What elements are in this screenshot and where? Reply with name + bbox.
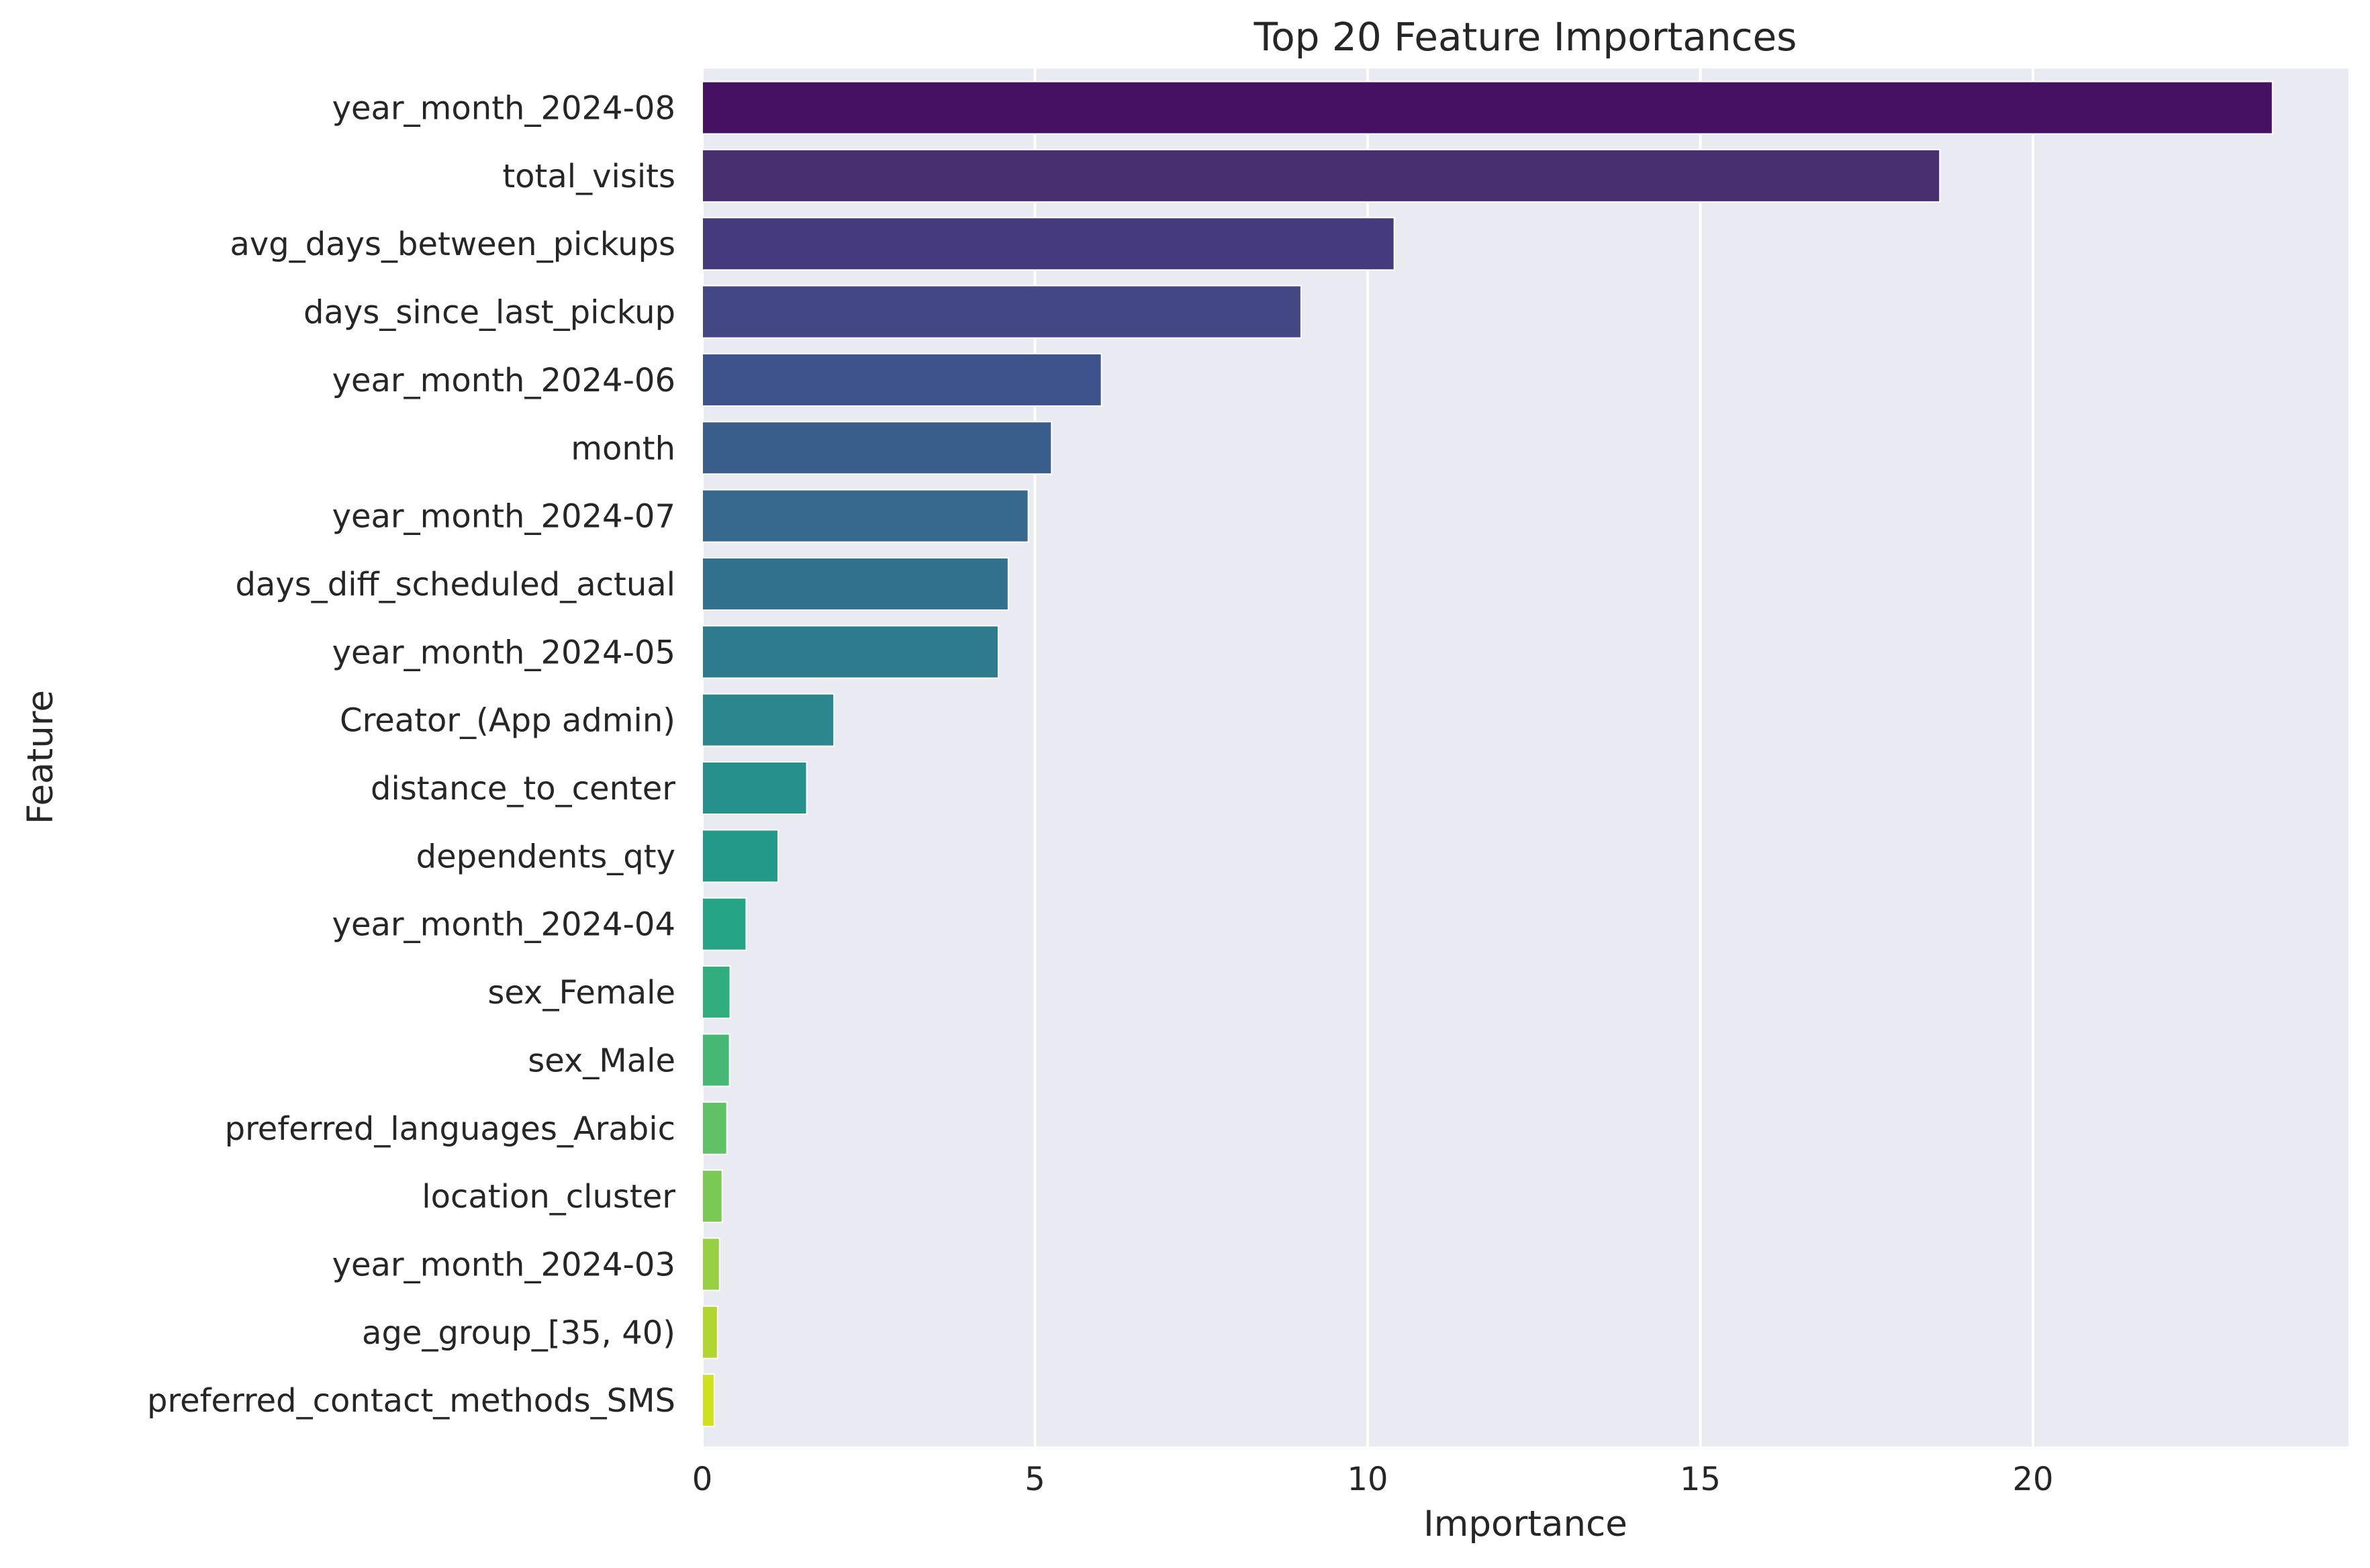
y-tick-label: year_month_2024-05 <box>332 634 675 671</box>
bar <box>702 81 2273 135</box>
x-tick-label: 5 <box>1025 1461 1045 1498</box>
y-tick-label: Creator_(App admin) <box>340 702 675 740</box>
bar <box>702 761 808 815</box>
bar <box>702 421 1053 475</box>
y-tick-label: sex_Female <box>487 974 675 1012</box>
y-tick-label: days_since_last_pickup <box>303 294 675 332</box>
bar <box>702 1237 720 1291</box>
y-tick-label: dependents_qty <box>416 838 675 875</box>
bars <box>702 81 2273 1428</box>
x-tick-labels: 0 5 10 15 20 <box>692 1461 2054 1498</box>
bar <box>702 1169 723 1224</box>
bar <box>702 352 1102 407</box>
y-tick-label: preferred_contact_methods_SMS <box>147 1382 675 1420</box>
bar <box>702 1373 715 1428</box>
chart-title: Top 20 Feature Importances <box>1253 14 1797 60</box>
x-tick-label: 10 <box>1347 1461 1388 1498</box>
y-tick-label: year_month_2024-08 <box>332 90 675 128</box>
bar <box>702 148 1941 203</box>
bar <box>702 625 999 679</box>
bar <box>702 1305 718 1359</box>
y-tick-label: sex_Male <box>528 1042 675 1079</box>
y-tick-label: total_visits <box>502 158 675 195</box>
x-tick-label: 20 <box>2012 1461 2053 1498</box>
y-tick-label: year_month_2024-03 <box>332 1246 675 1283</box>
y-tick-label: month <box>571 430 675 467</box>
y-tick-label: avg_days_between_pickups <box>230 226 675 263</box>
x-tick-label: 15 <box>1680 1461 1721 1498</box>
bar <box>702 1033 730 1087</box>
bar <box>702 556 1009 611</box>
plot-background <box>702 68 2349 1447</box>
bar <box>702 217 1395 271</box>
x-axis-title: Importance <box>1423 1504 1627 1545</box>
bar <box>702 965 731 1020</box>
bar <box>702 693 835 747</box>
y-tick-label: age_group_[35, 40) <box>362 1314 675 1352</box>
y-tick-label: preferred_languages_Arabic <box>225 1110 675 1148</box>
y-tick-labels: year_month_2024-08 total_visits avg_days_b… <box>147 90 675 1420</box>
y-tick-label: days_diff_scheduled_actual <box>235 566 675 603</box>
bar <box>702 285 1302 339</box>
y-tick-label: year_month_2024-07 <box>332 498 675 536</box>
y-tick-label: distance_to_center <box>371 770 675 807</box>
y-tick-label: year_month_2024-04 <box>332 906 675 944</box>
bar <box>702 1101 728 1155</box>
y-tick-label: year_month_2024-06 <box>332 362 675 399</box>
bar <box>702 829 779 883</box>
y-axis-title: Feature <box>20 690 61 824</box>
x-tick-label: 0 <box>692 1461 713 1498</box>
bar <box>702 489 1029 543</box>
y-tick-label: location_cluster <box>422 1178 675 1216</box>
bar <box>702 897 747 951</box>
